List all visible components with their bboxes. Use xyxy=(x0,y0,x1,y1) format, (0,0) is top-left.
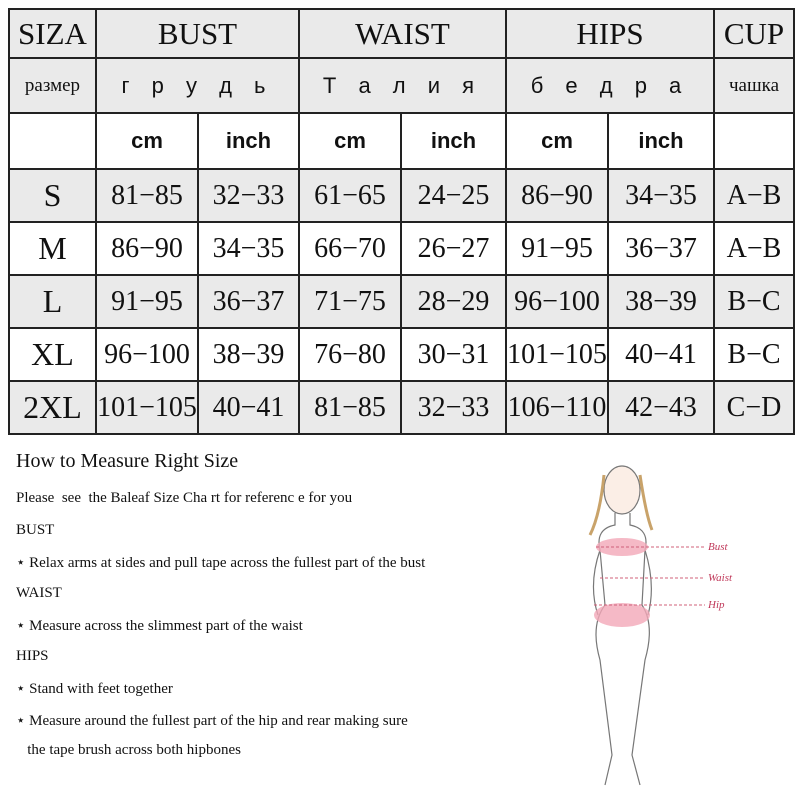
value-cell: 34−35 xyxy=(197,221,300,276)
header-cup: CUP xyxy=(713,8,795,59)
size-cell: 2XL xyxy=(8,380,97,435)
header-waist-ru: Т а л и я xyxy=(298,57,507,114)
value-cell: 106−110 xyxy=(505,380,609,435)
bust-label: Bust xyxy=(708,541,729,553)
value-cell: 91−95 xyxy=(505,221,609,276)
value-cell: 30−31 xyxy=(400,327,507,382)
value-cell: 36−37 xyxy=(197,274,300,329)
value-cell: 40−41 xyxy=(197,380,300,435)
unit-blank xyxy=(8,112,97,170)
body-measurement-figure: Bust Waist Hip xyxy=(588,465,733,786)
value-cell: A−B xyxy=(713,221,795,276)
value-cell: 71−75 xyxy=(298,274,402,329)
value-cell: A−B xyxy=(713,168,795,223)
value-cell: 91−95 xyxy=(95,274,199,329)
value-cell: 32−33 xyxy=(197,168,300,223)
size-cell: S xyxy=(8,168,97,223)
unit-blank xyxy=(713,112,795,170)
value-cell: 32−33 xyxy=(400,380,507,435)
guide-line: HIPS xyxy=(16,647,49,664)
table-row: L 91−95 36−37 71−75 28−29 96−100 38−39 B−C xyxy=(8,274,795,329)
table-row: M 86−90 34−35 66−70 26−27 91−95 36−37 A−B xyxy=(8,221,795,276)
guide-line: BUST xyxy=(16,521,55,538)
guide-line: WAIST xyxy=(16,584,62,601)
table-row: S 81−85 32−33 61−65 24−25 86−90 34−35 A−B xyxy=(8,168,795,223)
value-cell: 86−90 xyxy=(505,168,609,223)
value-cell: 96−100 xyxy=(505,274,609,329)
value-cell: 66−70 xyxy=(298,221,402,276)
unit-label: inch xyxy=(400,112,507,170)
table-row: XL 96−100 38−39 76−80 30−31 101−105 40−41 B−C xyxy=(8,327,795,382)
value-cell: 28−29 xyxy=(400,274,507,329)
value-cell: 81−85 xyxy=(298,380,402,435)
guide-line: ⋆ Measure around the fullest part of the… xyxy=(16,712,408,729)
header-hips-ru: б е д р а xyxy=(505,57,715,114)
header-bust: BUST xyxy=(95,8,300,59)
size-chart-table: SIZA BUST WAIST HIPS CUP размер г р у д … xyxy=(8,8,795,435)
header-hips: HIPS xyxy=(505,8,715,59)
value-cell: 86−90 xyxy=(95,221,199,276)
value-cell: 38−39 xyxy=(197,327,300,382)
unit-label: inch xyxy=(197,112,300,170)
value-cell: 96−100 xyxy=(95,327,199,382)
unit-label: cm xyxy=(505,112,609,170)
value-cell: 24−25 xyxy=(400,168,507,223)
unit-label: inch xyxy=(607,112,715,170)
waist-label: Waist xyxy=(708,572,733,584)
header-size-ru: размер xyxy=(8,57,97,114)
header-bust-ru: г р у д ь xyxy=(95,57,300,114)
header-size: SIZA xyxy=(8,8,97,59)
value-cell: 38−39 xyxy=(607,274,715,329)
value-cell: 42−43 xyxy=(607,380,715,435)
header-cup-ru: чашка xyxy=(713,57,795,114)
guide-line: Please see the Baleaf Size Cha rt for re… xyxy=(16,490,353,506)
size-cell: XL xyxy=(8,327,97,382)
value-cell: 61−65 xyxy=(298,168,402,223)
value-cell: 101−105 xyxy=(95,380,199,435)
unit-label: cm xyxy=(298,112,402,170)
value-cell: 76−80 xyxy=(298,327,402,382)
guide-line: ⋆ Relax arms at sides and pull tape acro… xyxy=(16,555,426,571)
value-cell: 40−41 xyxy=(607,327,715,382)
guide-line: ⋆ Measure across the slimmest part of th… xyxy=(16,618,303,634)
size-cell: L xyxy=(8,274,97,329)
unit-label: cm xyxy=(95,112,199,170)
value-cell: B−C xyxy=(713,327,795,382)
value-cell: C−D xyxy=(713,380,795,435)
table-row: 2XL 101−105 40−41 81−85 32−33 106−110 42−43 C−D xyxy=(8,380,795,435)
guide-line: ⋆ Stand with feet together xyxy=(16,681,173,697)
value-cell: B−C xyxy=(713,274,795,329)
value-cell: 26−27 xyxy=(400,221,507,276)
hip-label: Hip xyxy=(707,599,725,611)
value-cell: 36−37 xyxy=(607,221,715,276)
header-waist: WAIST xyxy=(298,8,507,59)
value-cell: 34−35 xyxy=(607,168,715,223)
value-cell: 101−105 xyxy=(505,327,609,382)
guide-title: How to Measure Right Size xyxy=(16,450,239,472)
value-cell: 81−85 xyxy=(95,168,199,223)
guide-line: the tape brush across both hipbones xyxy=(16,742,241,758)
size-cell: M xyxy=(8,221,97,276)
